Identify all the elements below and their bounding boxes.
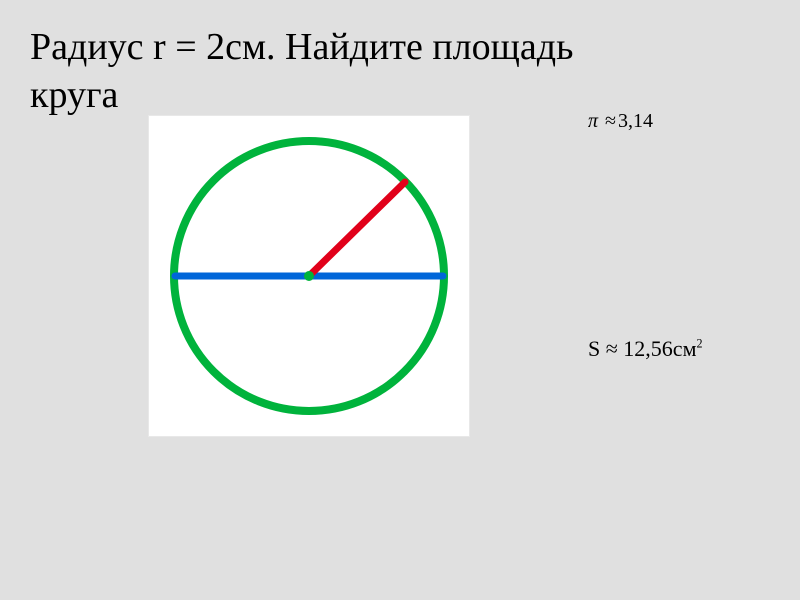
circle-diagram [148, 115, 470, 437]
answer-text: S ≈ 12,56см [588, 336, 697, 361]
answer-exponent: 2 [697, 337, 703, 351]
pi-formula: π ≈3,14 [588, 110, 653, 133]
pi-value: 3,14 [618, 110, 653, 132]
center-dot [304, 271, 314, 281]
area-answer: S ≈ 12,56см2 [588, 336, 703, 362]
radius-line [309, 182, 405, 276]
circle-svg [149, 116, 469, 436]
title-line-2: круга [30, 73, 118, 117]
title-line-1: Радиус r = 2см. Найдите площадь [30, 25, 573, 69]
pi-symbol: π [588, 110, 598, 132]
approx-symbol: ≈ [605, 110, 616, 132]
